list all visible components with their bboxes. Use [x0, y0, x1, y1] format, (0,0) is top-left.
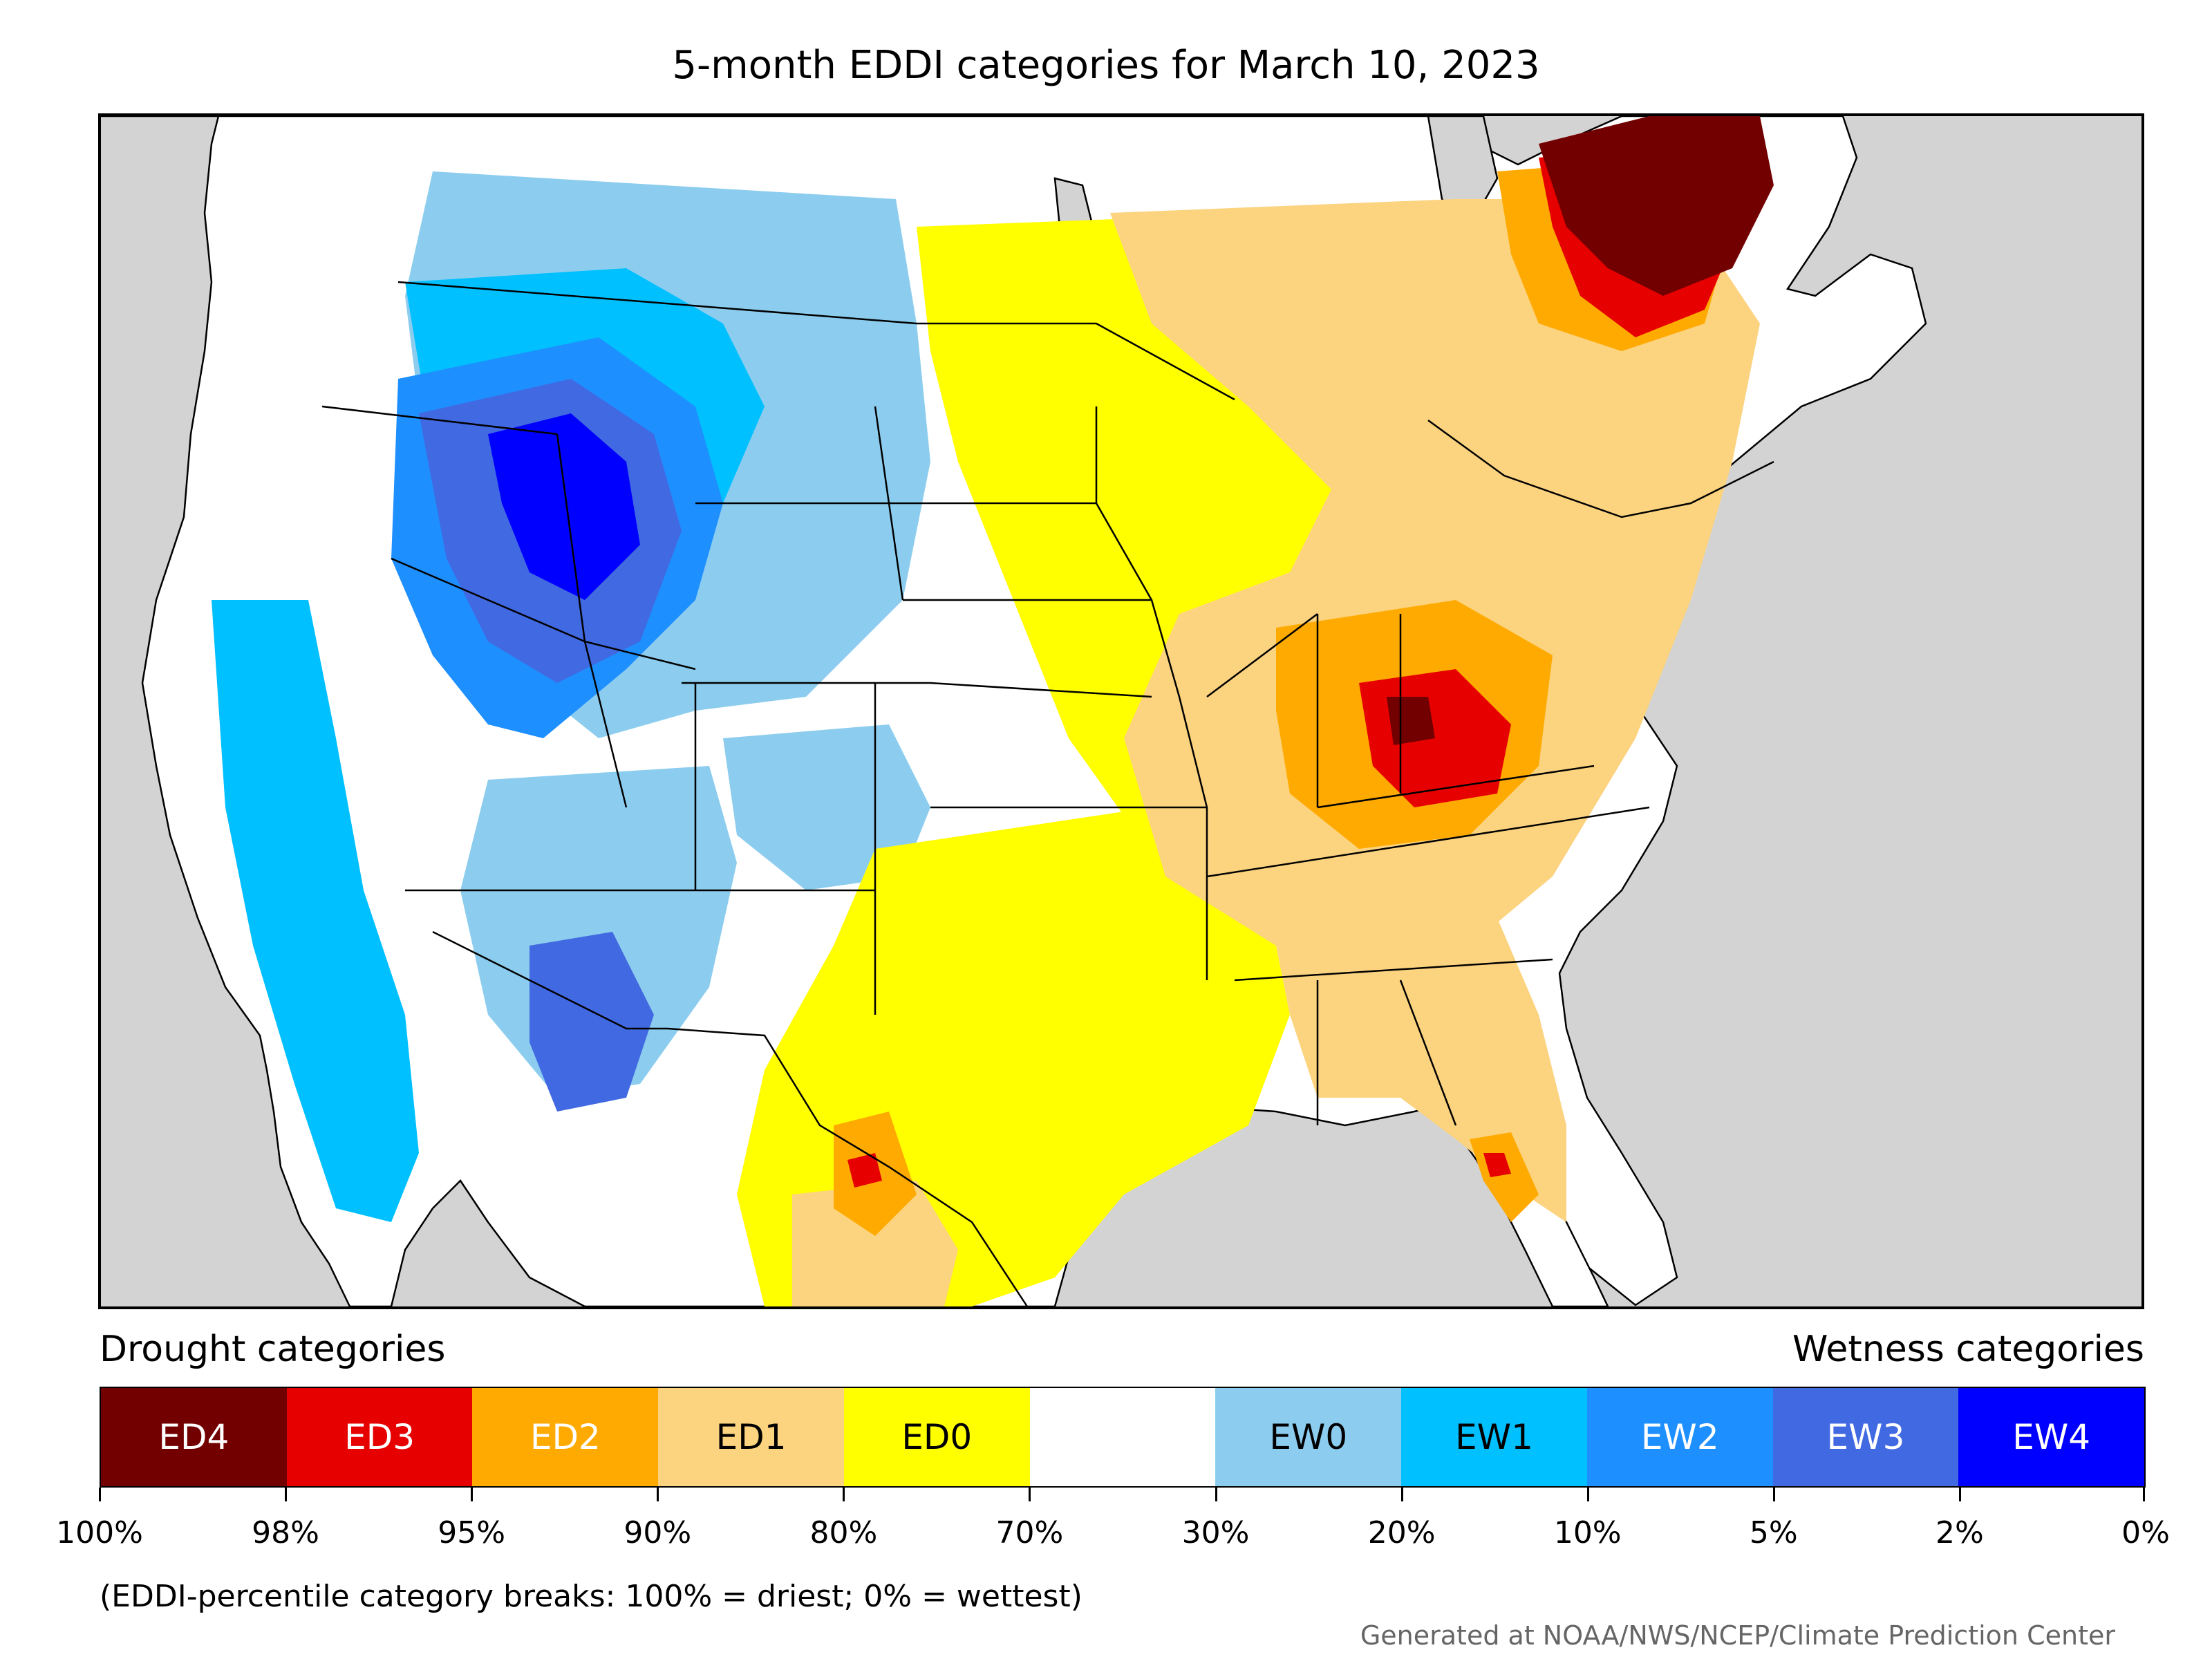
fill-ed3-florida [1483, 1153, 1511, 1177]
legend-tick [1215, 1488, 1217, 1501]
fill-ed1-midwest-east [1110, 199, 1760, 946]
drought-categories-heading: Drought categories [100, 1329, 446, 1370]
legend-tick [1772, 1488, 1775, 1501]
map-title: 5-month EDDI categories for March 10, 20… [672, 43, 1540, 88]
legend-swatch-normal [1029, 1388, 1216, 1486]
fill-ew4-idaho-utah [488, 413, 640, 600]
legend-break-label: 90% [624, 1515, 692, 1550]
map-svg [101, 116, 1927, 1306]
legend-swatch-ed1: ED1 [658, 1388, 844, 1486]
legend-tick [657, 1488, 659, 1501]
legend-break-label: 95% [438, 1515, 506, 1550]
east-border [1427, 419, 1774, 518]
legend-tick [471, 1488, 474, 1501]
legend-swatch-ew3: EW3 [1772, 1388, 1959, 1486]
credit-line: Generated at NOAA/NWS/NCEP/Climate Predi… [1360, 1620, 2115, 1651]
legend-swatch-ew0: EW0 [1215, 1388, 1402, 1486]
us-canada-border [397, 281, 1235, 401]
state-lines-central [889, 406, 1208, 980]
fill-ew1-california [212, 600, 419, 1222]
legend-swatch-ed0: ED0 [843, 1388, 1030, 1486]
borders [321, 281, 1774, 1306]
legend-tick [843, 1488, 845, 1501]
legend-swatch-ed3: ED3 [286, 1388, 473, 1486]
color-legend: ED4 ED3 ED2 ED1 ED0 EW0 EW1 EW2 EW3 EW4 [100, 1387, 2146, 1488]
wetness-categories-heading: Wetness categories [1792, 1329, 2144, 1370]
mexico-border [432, 930, 1029, 1306]
legend-break-label: 20% [1367, 1515, 1436, 1550]
fill-ed1-texas [792, 1181, 958, 1306]
legend-break-label: 2% [1936, 1515, 1984, 1550]
legend-tick [1400, 1488, 1403, 1501]
legend-tick [1586, 1488, 1589, 1501]
legend-swatch-ed2: ED2 [472, 1388, 659, 1486]
legend-break-label: 10% [1553, 1515, 1622, 1550]
legend-swatch-ew4: EW4 [1958, 1388, 2145, 1486]
legend-break-label: 5% [1749, 1515, 1798, 1550]
legend-break-label: 70% [995, 1515, 1064, 1550]
category-note: (EDDI-percentile category breaks: 100% =… [100, 1579, 1082, 1614]
legend-break-label: 98% [252, 1515, 319, 1550]
state-lines-east [1206, 613, 1650, 1126]
eddi-map [98, 113, 2144, 1309]
legend-tick [2143, 1488, 2145, 1501]
fill-ed4-indiana [1387, 697, 1435, 745]
legend-break-label: 100% [56, 1515, 143, 1550]
legend-break-label: 30% [1181, 1515, 1250, 1550]
legend-swatch-ew1: EW1 [1401, 1388, 1587, 1486]
fill-ed4-quebec [1539, 116, 1774, 296]
legend-swatch-ed4: ED4 [101, 1388, 287, 1486]
legend-tick [285, 1488, 288, 1501]
fill-ew3-sonora [529, 932, 654, 1112]
legend-tick [1958, 1488, 1961, 1501]
legend-break-label: 0% [2121, 1515, 2170, 1550]
legend-ticks [99, 1488, 2146, 1504]
legend-break-label: 80% [809, 1515, 878, 1550]
legend-tick [1029, 1488, 1031, 1501]
legend-tick [99, 1488, 101, 1501]
fill-ed3-texas [847, 1153, 882, 1188]
legend-swatch-ew2: EW2 [1586, 1388, 1773, 1486]
